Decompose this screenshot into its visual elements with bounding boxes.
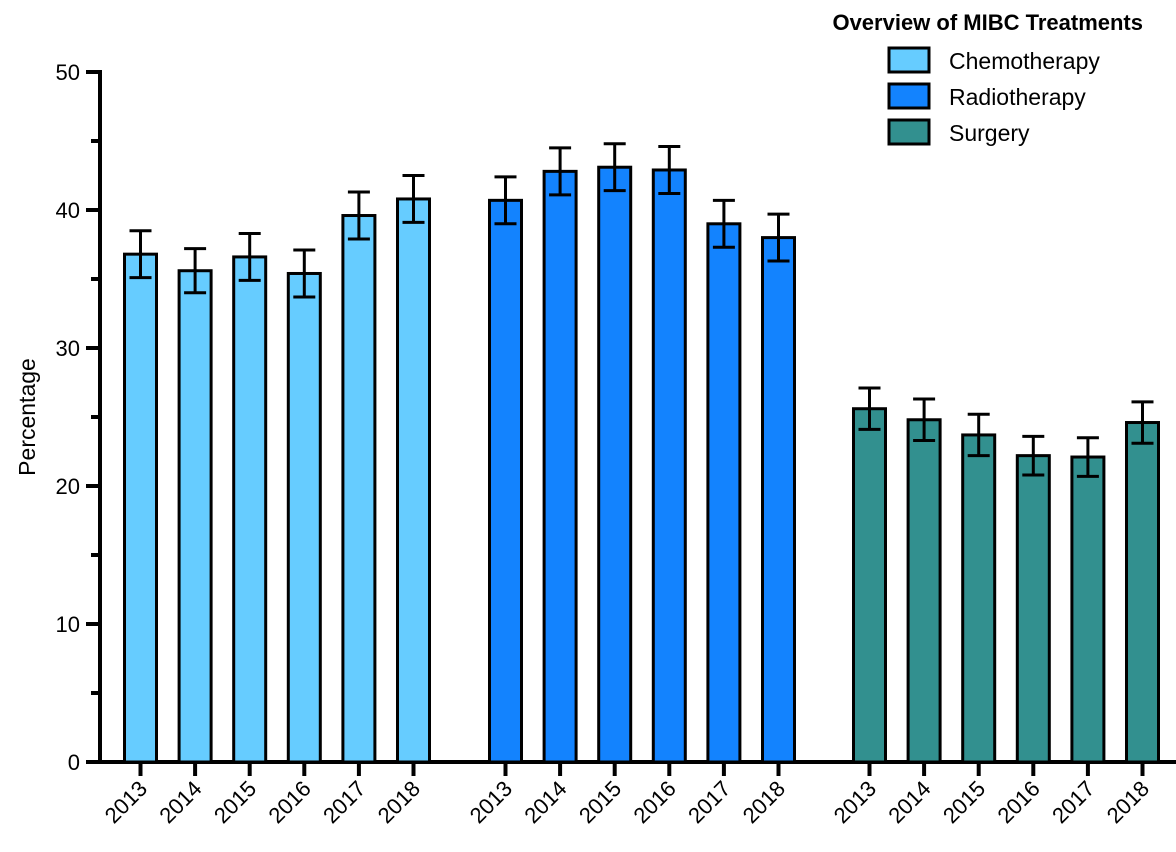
y-tick-label: 20: [56, 474, 80, 499]
legend-label: Surgery: [949, 120, 1030, 146]
bar: [488, 198, 523, 764]
x-tick-label: 2018: [373, 776, 425, 828]
bar: [597, 165, 633, 764]
bar: [961, 433, 997, 764]
bar: [542, 169, 578, 764]
x-tick-label: 2018: [1102, 776, 1154, 828]
y-axis-title: Percentage: [14, 358, 40, 476]
bar: [1070, 455, 1106, 764]
bar: [286, 271, 322, 764]
x-tick-label: 2016: [629, 776, 681, 828]
x-tick-label: 2017: [683, 776, 735, 828]
legend-title: Overview of MIBC Treatments: [832, 10, 1143, 35]
x-tick-label: 2013: [465, 776, 517, 828]
bar: [651, 168, 687, 764]
x-tick-label: 2017: [1047, 776, 1099, 828]
y-tick-label: 40: [56, 198, 80, 223]
x-tick-label: 2014: [154, 776, 206, 828]
legend-swatch: [887, 118, 931, 146]
bar: [123, 252, 158, 764]
bar: [1125, 421, 1160, 764]
x-tick-label: 2016: [264, 776, 316, 828]
x-tick-label: 2014: [519, 776, 571, 828]
legend-label: Radiotherapy: [949, 84, 1086, 110]
legend-label: Chemotherapy: [949, 48, 1100, 74]
x-tick-label: 2015: [938, 776, 990, 828]
bar: [341, 214, 377, 764]
x-tick-label: 2018: [738, 776, 790, 828]
bar: [232, 255, 268, 764]
x-tick-label: 2013: [100, 776, 152, 828]
bar: [177, 269, 213, 764]
bar: [1015, 454, 1051, 764]
x-tick-label: 2014: [883, 776, 935, 828]
bar: [761, 236, 796, 764]
y-tick-label: 0: [68, 750, 80, 775]
bar: [396, 197, 431, 764]
bar: [852, 407, 887, 764]
legend-swatch: [887, 82, 931, 110]
legend-swatch: [887, 46, 931, 74]
x-tick-label: 2017: [318, 776, 370, 828]
x-tick-label: 2016: [993, 776, 1045, 828]
y-tick-label: 10: [56, 612, 80, 637]
x-tick-label: 2015: [574, 776, 626, 828]
x-tick-label: 2015: [209, 776, 261, 828]
x-tick-label: 2013: [829, 776, 881, 828]
bar: [706, 222, 742, 764]
y-tick-label: 50: [56, 60, 80, 85]
y-tick-label: 30: [56, 336, 80, 361]
bar: [906, 418, 942, 764]
